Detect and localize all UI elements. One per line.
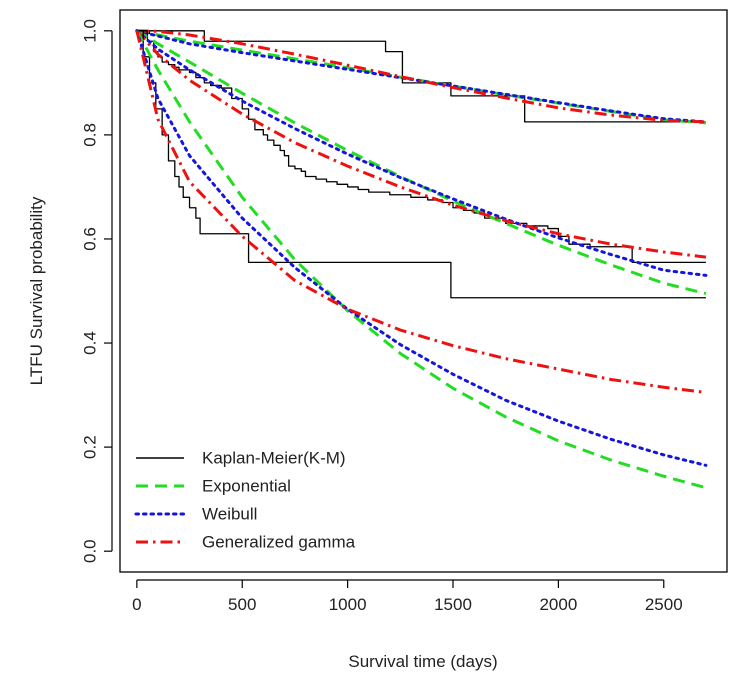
- series-bottom-weibull-line: [135, 29, 708, 467]
- x-tick-label: 500: [228, 595, 256, 614]
- x-tick-label: 1500: [434, 595, 472, 614]
- x-axis-label: Survival time (days): [348, 652, 497, 671]
- series-top-gengamma-line: [136, 29, 706, 124]
- series-layer: [135, 29, 708, 490]
- legend: Kaplan-Meier(K-M) Exponential Weibull Gener…: [134, 449, 356, 552]
- y-axis: 0.0 0.2 0.4 0.6 0.8 1.0: [81, 19, 113, 563]
- plot-frame: [119, 9, 728, 573]
- x-axis: 0 500 1000 1500 2000 2500: [132, 579, 683, 614]
- y-tick-label: 0.6: [81, 227, 100, 251]
- legend-label: Kaplan-Meier(K-M): [202, 449, 346, 468]
- y-tick-label: 1.0: [81, 19, 100, 43]
- series-bottom-gengamma-line: [135, 30, 707, 394]
- x-tick-label: 2500: [645, 595, 683, 614]
- series-bottom-exponential-line: [135, 30, 707, 490]
- x-tick-label: 1000: [329, 595, 367, 614]
- y-tick-label: 0.2: [81, 435, 100, 459]
- x-tick-label: 0: [132, 595, 141, 614]
- y-axis-label: LTFU Survival probability: [27, 196, 46, 385]
- y-tick-label: 0.0: [81, 539, 100, 563]
- legend-label: Generalized gamma: [202, 533, 356, 552]
- series-middle-exponential-line: [136, 29, 707, 296]
- legend-label: Weibull: [202, 505, 257, 524]
- series-middle-weibull-line: [135, 29, 708, 277]
- plot-area: Kaplan-Meier(K-M) Exponential Weibull Gener…: [119, 9, 728, 573]
- y-tick-label: 0.8: [81, 123, 100, 147]
- legend-label: Exponential: [202, 477, 291, 496]
- y-tick-label: 0.4: [81, 331, 100, 355]
- x-tick-label: 2000: [539, 595, 577, 614]
